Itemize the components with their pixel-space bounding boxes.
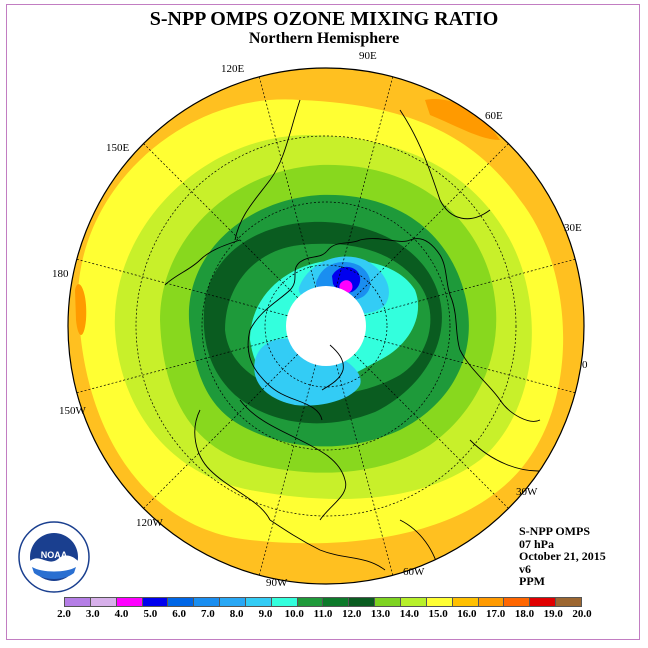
coastline-canada [247,329,323,421]
longitude-label: 150E [106,142,130,154]
colorbar-tick-label: 4.0 [114,608,129,620]
meridian-line [354,354,509,509]
latitude-circle-70 [264,264,388,388]
ozone-band-17-w [75,284,87,335]
colorbar-swatch [194,598,221,606]
longitude-label: 60W [403,566,425,578]
coastline-usa-west [194,409,271,521]
info-level: 07 hPa [519,536,555,551]
meridian-line [143,354,298,509]
longitude-label: 90E [359,50,377,62]
colorbar-ticks: 2.0 3.0 4.0 5.0 6.0 7.0 8.0 9.0 10.0 11.0 12.0 13.0… [57,608,592,622]
colorbar-tick-label: 9.0 [258,608,273,620]
colorbar-tick-label: 19.0 [543,608,563,620]
colorbar-tick-label: 12.0 [342,608,362,620]
meridian-line [364,336,576,394]
noaa-logo-water [32,567,76,579]
coastline-bering [164,239,241,286]
coastline-india-region [399,109,491,220]
colorbar-swatch [452,598,479,606]
polar-no-data-region [286,286,366,366]
longitude-label: 180 [52,268,69,280]
colorbar-tick-label: 2.0 [57,608,71,620]
colorbar-swatch [375,598,401,606]
coastline-eurasia-north [359,238,461,351]
colorbar-tick-label: 10.0 [284,608,304,620]
colorbar-tick-label: 8.0 [229,608,244,620]
colorbar-tick-label: 18.0 [514,608,535,620]
colorbar-tick-label: 13.0 [370,608,391,620]
colorbar-swatch [90,598,117,606]
coastline-arctic [249,239,361,331]
map-title: S-NPP OMPS OZONE MIXING RATIO [149,8,499,30]
longitude-label: 0 [582,359,588,371]
meridian-line [258,364,316,576]
coastline-usa-east [239,399,347,521]
meridians [76,76,576,576]
longitude-label: 90W [266,577,288,589]
colorbar-swatch [478,598,505,606]
longitude-label: 30E [564,222,582,234]
coastline-greenland [321,344,344,391]
longitude-label: 150W [59,405,86,417]
info-date: October 21, 2015 [519,549,606,563]
meridian-line [258,76,316,288]
colorbar-swatch [220,598,246,606]
meridian-line [336,76,394,288]
colorbar-swatch [323,598,350,606]
colorbar-tick-label: 15.0 [428,608,448,620]
colorbar-swatch [168,598,195,606]
longitude-label: 30W [516,486,538,498]
longitude-label: 60E [485,110,503,122]
meridian-line [76,258,288,316]
map-subtitle: Northern Hemisphere [248,30,400,47]
ozone-band-6 [332,266,361,293]
colorbar-tick-label: 16.0 [457,608,477,620]
colorbar-tick-label: 7.0 [201,608,215,620]
map-boundary [67,67,585,585]
colorbar-tick-label: 14.0 [399,608,419,620]
graticule [135,135,517,517]
meridian-line [354,143,509,298]
colorbar-tick-label: 6.0 [172,608,186,620]
meridian-line [336,364,394,576]
coastline-east-asia [234,99,301,241]
info-version: v6 [519,561,531,576]
colorbar-swatch [504,598,531,606]
colorbar-swatch [530,598,557,606]
longitude-label: 120E [221,63,245,75]
colorbar-swatch [349,598,376,606]
info-block: S-NPP OMPS 07 hPa October 21, 2015 v6 PP… [519,525,606,588]
figure-frame [6,4,640,640]
colorbar-swatch [142,598,169,606]
meridian-line [364,258,576,316]
latitude-circle-30 [135,135,517,517]
colorbar-tick-label: 3.0 [85,608,100,620]
coastline-europe [459,349,541,422]
meridian-line [76,336,288,394]
longitude-label: 120W [136,517,163,529]
meridian-line [143,143,298,298]
colorbar-swatch [116,598,143,606]
colorbar-tick-label: 20.0 [572,608,592,620]
colorbar-swatch [271,598,298,606]
colorbar-swatch [245,598,272,606]
colorbar-tick-label: 17.0 [486,608,506,620]
coastline-central-america [269,519,386,571]
colorbar-swatch [297,598,324,606]
colorbar-tick-label: 5.0 [143,608,158,620]
colorbar [64,597,582,607]
colorbar-swatch [400,598,427,606]
info-instrument: S-NPP OMPS [519,524,590,538]
latitude-circle-50 [201,201,451,451]
info-units: PPM [519,574,545,588]
noaa-logo: NOAA [18,521,90,593]
colorbar-swatch [426,598,453,606]
colorbar-tick-label: 11.0 [313,608,333,620]
colorbar-swatch [65,598,91,606]
ozone-band-17-ne [425,99,500,140]
noaa-logo-text: NOAA [41,550,68,560]
colorbar-swatch [556,598,581,606]
